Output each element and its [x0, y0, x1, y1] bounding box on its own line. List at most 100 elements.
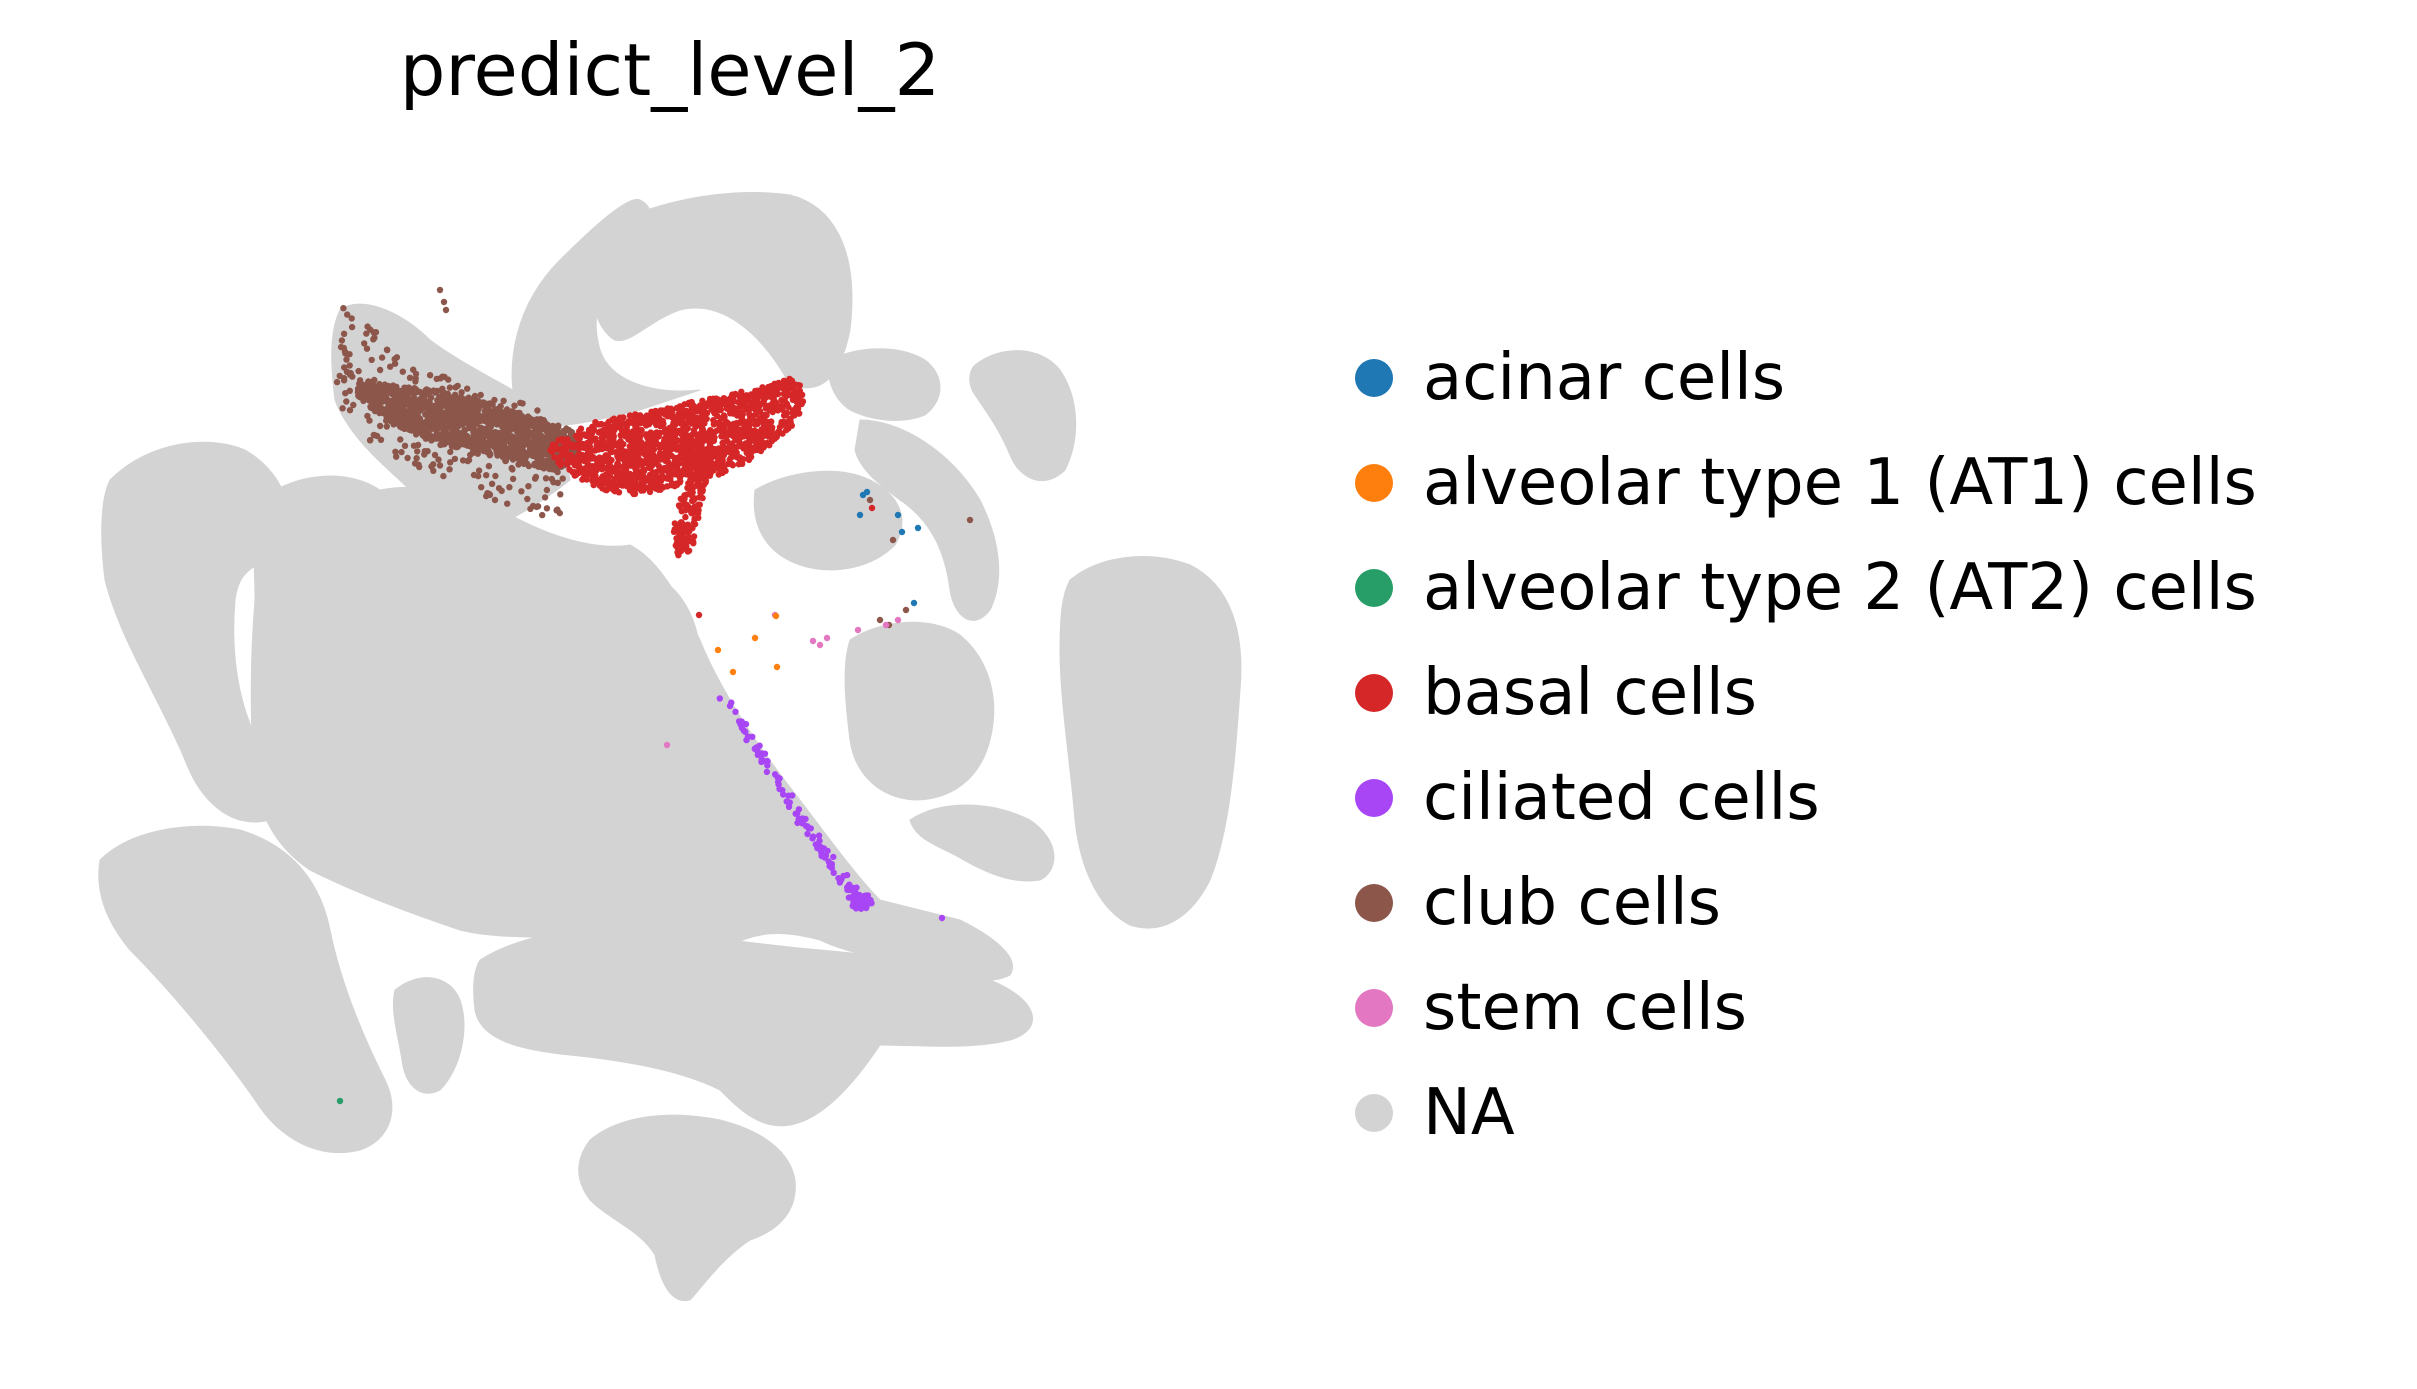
ciliated-cells-point — [774, 774, 781, 781]
na-cluster-top-crescent — [569, 192, 853, 389]
basal-cells-point — [668, 408, 676, 415]
basal-cells-point — [650, 418, 658, 426]
basal-cells-point — [617, 481, 624, 488]
club-cells-point — [436, 286, 444, 294]
club-cells-point — [379, 387, 386, 394]
club-cells-point — [439, 385, 446, 392]
basal-cells-point — [759, 416, 767, 424]
club-cells-point — [394, 411, 402, 418]
basal-cells-point — [774, 382, 782, 389]
basal-cells-point — [643, 412, 650, 419]
club-cells-point — [404, 394, 411, 401]
basal-cells-point — [712, 448, 720, 455]
acinar-cells-point — [863, 488, 871, 496]
basal-cells-point — [791, 407, 798, 414]
basal-cells-point — [649, 437, 657, 444]
basal-cells-point — [717, 420, 724, 428]
basal-cells-point — [717, 426, 724, 434]
club-cells-point — [553, 507, 560, 514]
club-cells-point — [422, 387, 429, 394]
ciliated-cells-point — [756, 742, 763, 749]
club-cells-point — [475, 472, 482, 480]
basal-cells-point — [795, 390, 802, 397]
basal-cells-point — [688, 405, 696, 412]
basal-cells-point — [685, 533, 692, 540]
acinar-cells-point — [856, 511, 864, 519]
club-cells-point — [493, 437, 501, 445]
club-cells-point — [483, 472, 490, 479]
basal-cells-point — [590, 478, 597, 485]
basal-cells-point — [677, 534, 684, 542]
club-cells-point — [392, 448, 399, 455]
ciliated-cells-point — [728, 699, 735, 706]
basal-cells-point — [726, 459, 734, 467]
acinar-cells-point — [910, 599, 918, 607]
legend-marker-icon — [1355, 1093, 1393, 1132]
club-cells-point — [366, 437, 374, 444]
legend-label: alveolar type 1 (AT1) cells — [1423, 445, 2257, 520]
basal-cells-point — [772, 432, 779, 440]
basal-cells-point — [605, 418, 613, 425]
club-cells-point — [484, 404, 491, 411]
ciliated-cells-point — [744, 733, 752, 740]
na-cluster-right-bottom-arc — [909, 804, 1055, 882]
club-cells-point — [343, 356, 350, 363]
basal-cells-point — [758, 426, 765, 433]
club-cells-point — [441, 392, 448, 399]
legend-label: acinar cells — [1423, 340, 1786, 415]
basal-cells-point — [718, 432, 725, 440]
basal-cells-point — [549, 444, 556, 452]
club-cells-point — [424, 406, 431, 413]
club-cells-point — [404, 454, 411, 462]
basal-cells-point — [659, 407, 667, 414]
club-cells-point — [341, 364, 348, 371]
basal-cells-point — [729, 422, 736, 429]
club-cells-point — [344, 311, 351, 318]
basal-cells-point — [588, 454, 596, 461]
basal-cells-point — [587, 444, 594, 451]
basal-cells-point — [791, 412, 798, 419]
club-cells-point — [371, 376, 378, 384]
club-cells-point — [541, 419, 548, 426]
basal-cells-point — [624, 419, 632, 427]
club-cells-point — [866, 496, 874, 504]
basal-cells-point — [676, 403, 684, 410]
basal-cells-point — [763, 439, 771, 447]
legend-label: basal cells — [1423, 655, 1757, 730]
club-cells-point — [440, 298, 448, 306]
basal-cells-point — [689, 538, 697, 545]
basal-cells-point — [770, 396, 778, 404]
basal-cells-point — [724, 438, 731, 445]
basal-cells-point — [778, 396, 785, 404]
club-cells-point — [541, 458, 548, 466]
club-cells-point — [492, 472, 499, 480]
club-cells-point — [413, 428, 420, 436]
club-cells-point — [482, 446, 489, 453]
basal-cells-point — [708, 406, 715, 413]
club-cells-point — [495, 485, 503, 492]
club-cells-point — [420, 392, 427, 399]
basal-cells-point — [782, 378, 789, 386]
stem-cells-point — [816, 641, 824, 649]
basal-cells-point — [698, 406, 706, 414]
basal-cells-point — [671, 526, 678, 533]
club-cells-point — [400, 417, 407, 424]
club-cells-point — [541, 494, 549, 501]
club-cells-point — [370, 385, 378, 392]
basal-cells-point — [679, 444, 686, 451]
basal-cells-point — [690, 443, 698, 450]
basal-cells-point — [700, 458, 707, 465]
club-cells-point — [440, 472, 447, 480]
basal-cells-point — [748, 405, 756, 412]
basal-cells-point — [634, 474, 641, 481]
legend-item: acinar cells — [1355, 325, 2257, 430]
club-cells-point — [401, 442, 409, 449]
basal-cells-point — [660, 420, 667, 427]
club-cells-point — [487, 423, 495, 430]
basal-cells-point — [566, 466, 573, 473]
club-cells-point — [545, 430, 553, 437]
club-cells-point — [539, 511, 546, 519]
club-cells-point — [478, 484, 485, 491]
club-cells-point — [517, 438, 524, 446]
club-cells-point — [391, 355, 398, 363]
